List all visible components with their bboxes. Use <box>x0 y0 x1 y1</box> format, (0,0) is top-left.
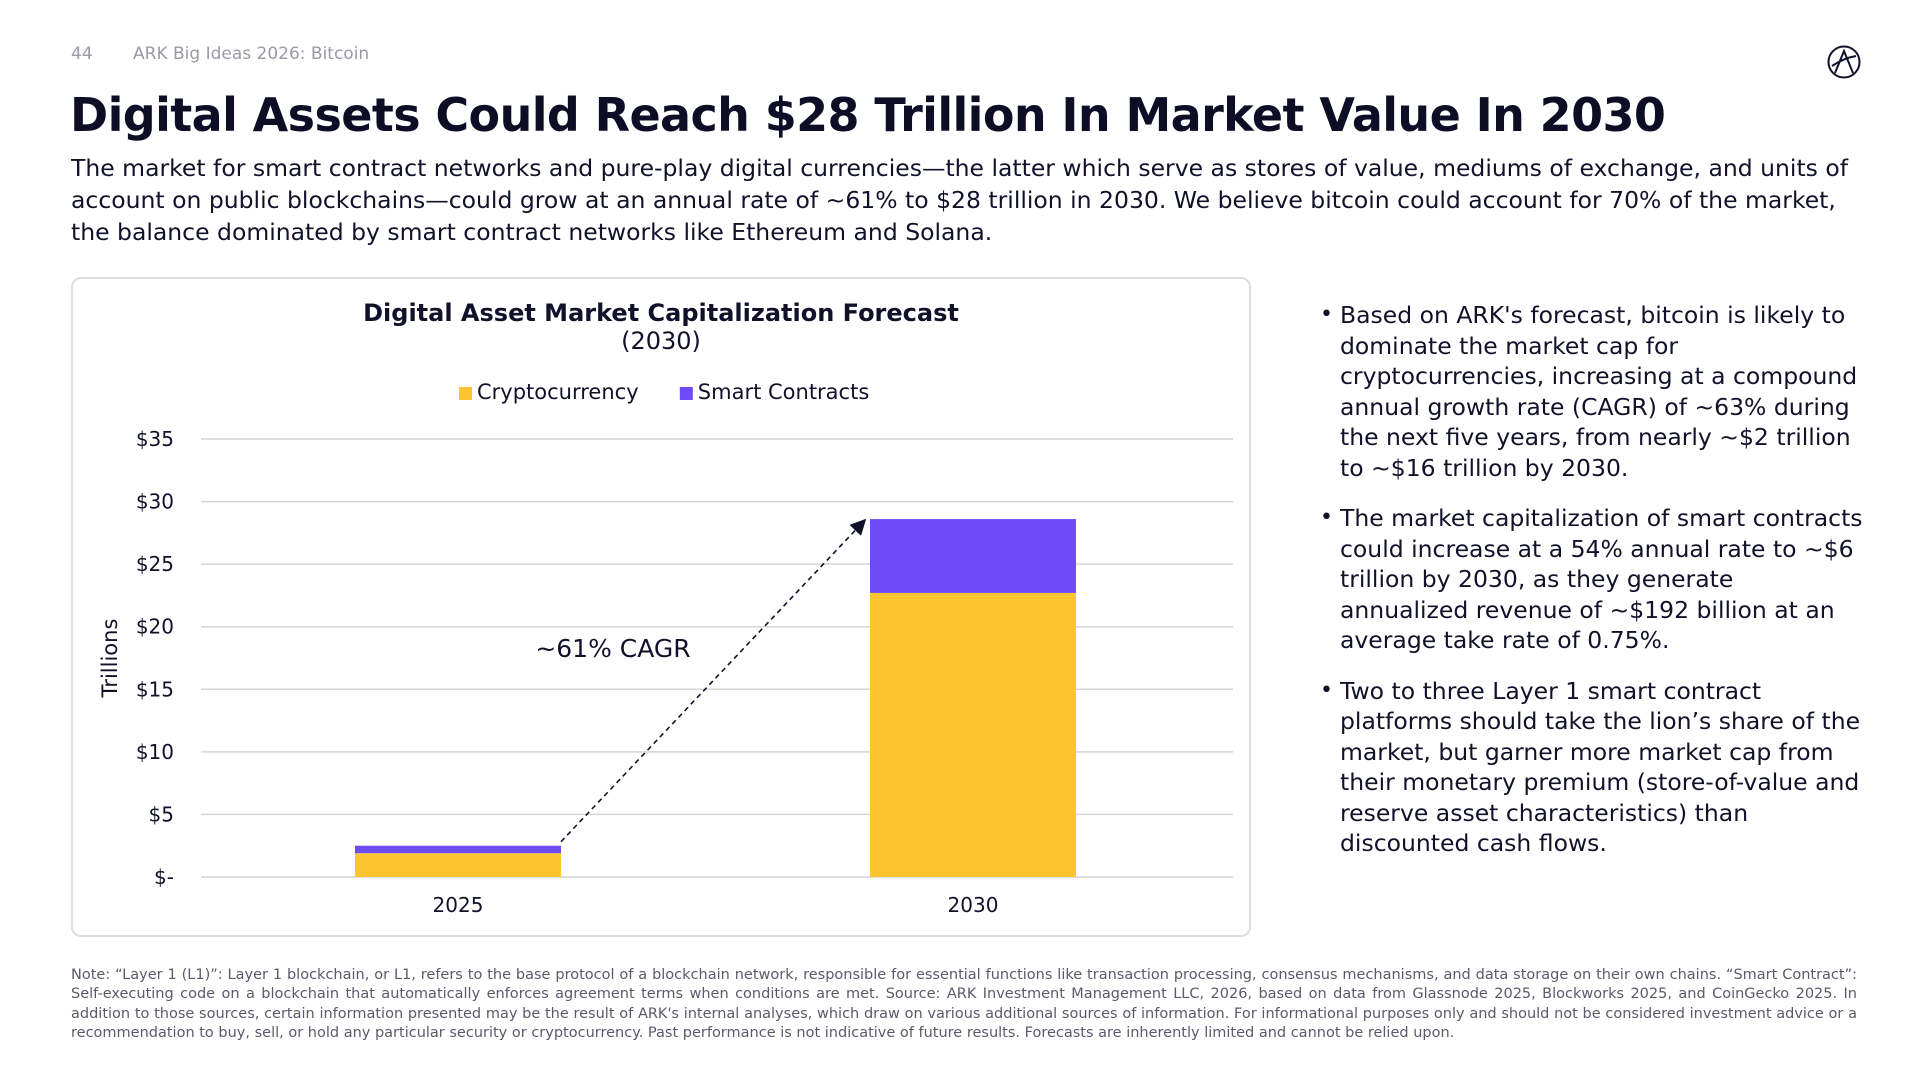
y-tick-label: $35 <box>136 427 174 451</box>
chart-subtitle: (2030) <box>621 327 701 355</box>
bar-smart-contracts-2030 <box>870 519 1076 593</box>
ark-logo-icon <box>1827 45 1861 79</box>
footnote: Note: “Layer 1 (L1)”: Layer 1 blockchain… <box>71 967 1857 1042</box>
y-tick-label: $- <box>154 865 174 889</box>
legend-label-cryptocurrency: Cryptocurrency <box>477 380 639 404</box>
cagr-arrow <box>560 518 867 843</box>
bullet-item: Two to three Layer 1 smart contract plat… <box>1320 676 1865 859</box>
x-tick-label: 2025 <box>433 893 484 917</box>
y-tick-label: $15 <box>136 677 174 701</box>
bullet-list: Based on ARK's forecast, bitcoin is like… <box>1320 300 1865 879</box>
y-tick-label: $5 <box>149 802 174 826</box>
intro-paragraph: The market for smart contract networks a… <box>71 154 1849 246</box>
slide-title: Digital Assets Could Reach $28 Trillion … <box>70 88 1666 142</box>
chart-card: Digital Asset Market Capitalization Fore… <box>71 277 1251 937</box>
x-tick-label: 2030 <box>948 893 999 917</box>
y-tick-label: $20 <box>136 615 174 639</box>
legend-label-smart-contracts: Smart Contracts <box>698 380 869 404</box>
bar-cryptocurrency-2030 <box>870 592 1076 877</box>
page-number: 44 <box>71 44 93 64</box>
y-tick-label: $25 <box>136 552 174 576</box>
chart-title: Digital Asset Market Capitalization Fore… <box>363 299 959 327</box>
deck-title: ARK Big Ideas 2026: Bitcoin <box>133 44 370 64</box>
y-axis-label: Trillions <box>98 619 122 699</box>
legend-swatch-cryptocurrency <box>459 387 472 400</box>
market-cap-chart: Digital Asset Market Capitalization Fore… <box>98 299 1233 917</box>
cagr-annotation: ~61% CAGR <box>535 634 690 663</box>
bar-cryptocurrency-2025 <box>355 853 561 877</box>
y-tick-label: $30 <box>136 490 174 514</box>
bullet-item: The market capitalization of smart contr… <box>1320 503 1865 656</box>
legend-swatch-smart-contracts <box>679 387 693 400</box>
bullet-item: Based on ARK's forecast, bitcoin is like… <box>1320 300 1865 483</box>
y-tick-label: $10 <box>136 740 174 764</box>
bar-smart-contracts-2025 <box>355 845 561 854</box>
